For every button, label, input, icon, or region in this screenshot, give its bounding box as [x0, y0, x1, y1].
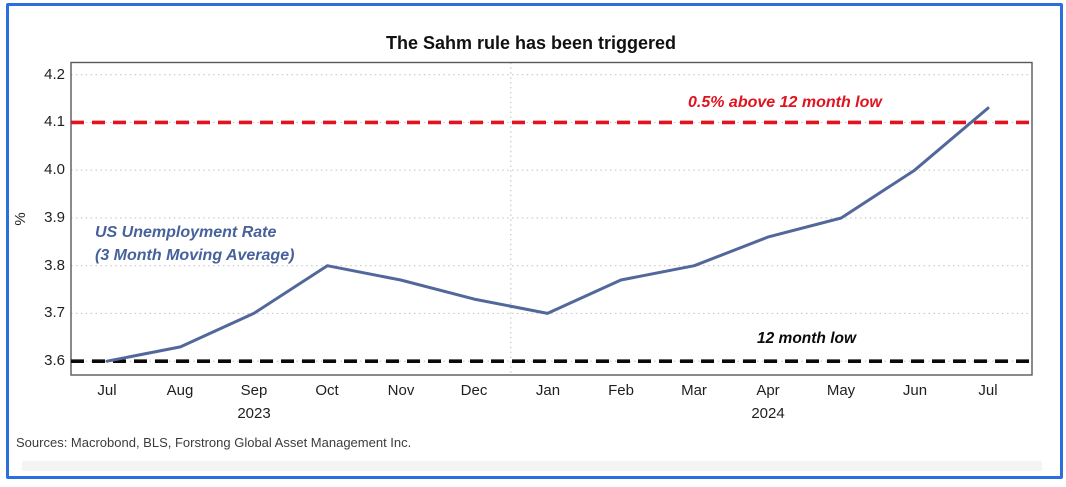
y-tick-label: 4.1 [44, 113, 65, 130]
x-tick-label: May [826, 382, 856, 399]
x-tick-label: Feb [608, 382, 634, 399]
plot-border [70, 61, 1033, 376]
x-tick-label: Jan [535, 382, 561, 399]
sources-text: Sources: Macrobond, BLS, Forstrong Globa… [16, 435, 412, 450]
x-tick-label: Jun [902, 382, 928, 399]
y-tick-label: 3.7 [44, 304, 65, 321]
year-label: 2023 [237, 405, 271, 422]
y-tick-label: 3.8 [44, 257, 65, 274]
y-tick-label: 4.2 [44, 66, 65, 83]
x-tick-label: Sep [240, 382, 268, 399]
chart-title: The Sahm rule has been triggered [385, 33, 677, 53]
x-tick-label: Apr [756, 382, 780, 399]
series-label-line2: (3 Month Moving Average) [95, 247, 295, 264]
year-label: 2024 [751, 405, 785, 422]
x-tick-label: Dec [460, 382, 488, 399]
y-tick-label: 3.9 [44, 209, 65, 226]
x-tick-label: Nov [387, 382, 415, 399]
lower-threshold-label: 12 month low [757, 330, 857, 347]
y-tick-label: 4.0 [44, 161, 65, 178]
x-tick-label: Oct [315, 382, 339, 399]
series-label-line1: US Unemployment Rate [95, 224, 277, 241]
bottom-margin-band [22, 461, 1042, 471]
x-tick-label: Jul [97, 382, 117, 399]
x-tick-label: Aug [166, 382, 194, 399]
y-tick-label: 3.6 [44, 352, 65, 369]
x-tick-label: Jul [978, 382, 998, 399]
upper-threshold-label: 0.5% above 12 month low [688, 94, 882, 111]
unemployment-line [105, 106, 990, 363]
series-label: US Unemployment Rate (3 Month Moving Ave… [95, 221, 294, 267]
x-tick-label: Mar [681, 382, 707, 399]
